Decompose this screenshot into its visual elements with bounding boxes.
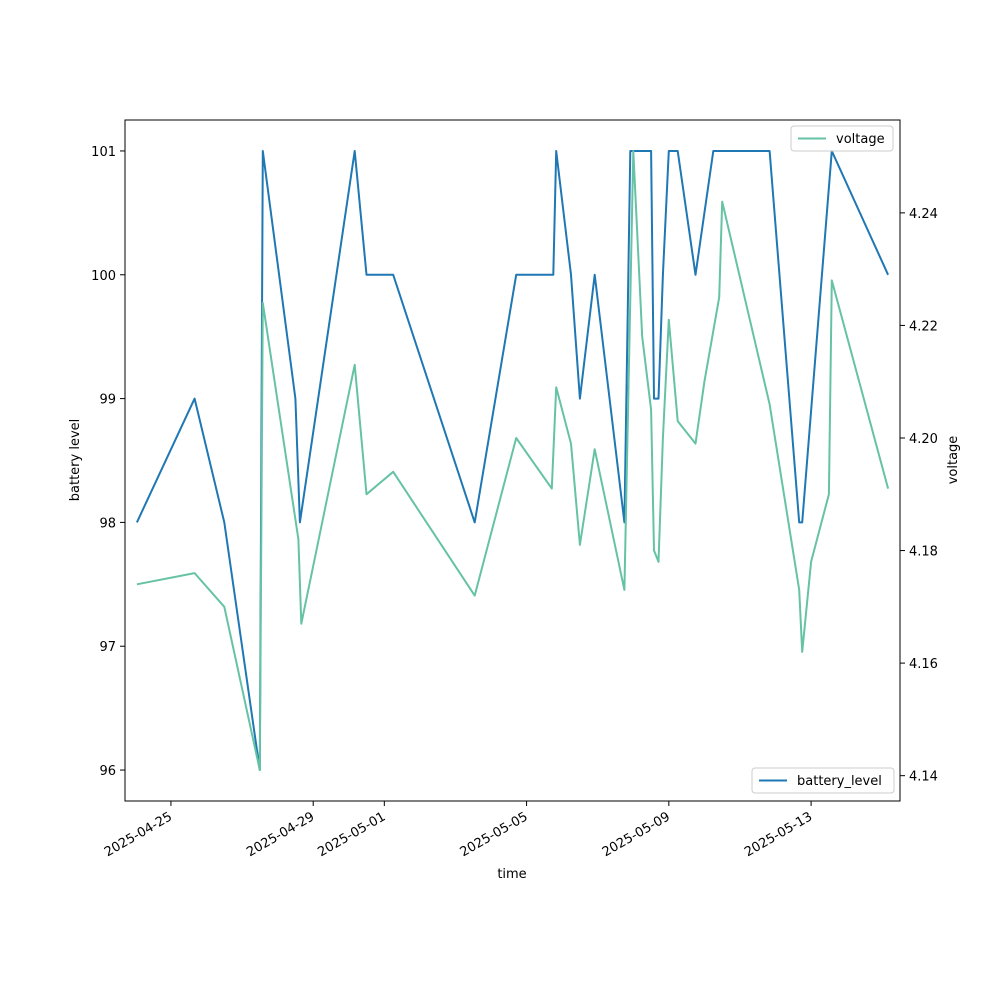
left-y-tick-label: 98 (99, 516, 116, 531)
left-y-tick-label: 100 (91, 269, 116, 284)
series-line-battery-level (135, 150, 890, 771)
x-tick-label: 2025-04-29 (244, 809, 317, 860)
right-y-tick-label: 4.16 (909, 657, 938, 672)
series-layer (135, 150, 890, 771)
right-y-tick-label: 4.22 (909, 319, 938, 334)
right-y-axis-label: voltage (946, 436, 961, 485)
right-y-tick-label: 4.18 (909, 545, 938, 560)
x-tick-label: 2025-05-09 (600, 809, 673, 860)
legend-battery-level-frame (751, 767, 895, 794)
right-y-tick-label: 4.14 (909, 770, 938, 785)
x-tick-label: 2025-04-25 (102, 809, 175, 860)
left-y-axis-ticks: 96 97 98 99 100 101 (91, 145, 125, 779)
right-y-tick-label: 4.20 (909, 432, 938, 447)
right-y-axis-ticks: 4.14 4.16 4.18 4.20 4.22 4.24 (900, 207, 938, 785)
plot-area-frame (124, 119, 901, 802)
left-y-tick-label: 96 (99, 764, 116, 779)
x-tick-label: 2025-05-05 (458, 809, 531, 860)
legend-battery-level: battery_level (751, 767, 895, 794)
left-y-tick-label: 97 (99, 640, 116, 655)
left-y-tick-label: 99 (99, 393, 116, 408)
x-tick-label: 2025-05-01 (315, 809, 388, 860)
right-y-tick-label: 4.24 (909, 207, 938, 222)
legend-voltage: voltage (790, 125, 894, 152)
legend-voltage-frame (790, 125, 894, 152)
legend-battery-level-label: battery_level (797, 774, 882, 789)
x-tick-label: 2025-05-13 (742, 809, 815, 860)
legend-voltage-label: voltage (836, 132, 885, 147)
left-y-axis-label: battery level (68, 419, 83, 502)
series-line-voltage (136, 150, 890, 771)
left-y-tick-label: 101 (91, 145, 116, 160)
x-axis-label: time (497, 867, 526, 882)
